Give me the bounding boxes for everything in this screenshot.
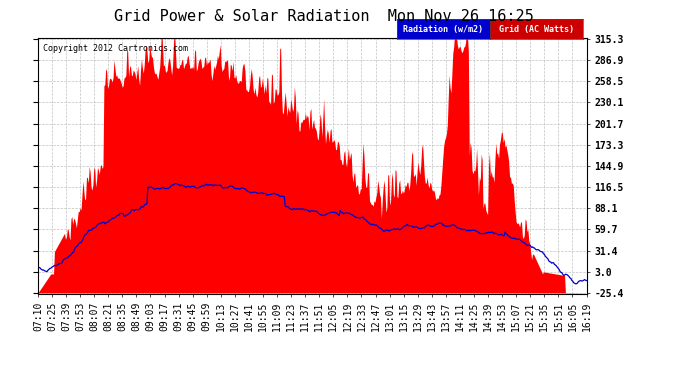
Text: Grid Power & Solar Radiation  Mon Nov 26 16:25: Grid Power & Solar Radiation Mon Nov 26 … [115, 9, 534, 24]
Text: Radiation (w/m2): Radiation (w/m2) [404, 25, 483, 34]
Text: Copyright 2012 Cartronics.com: Copyright 2012 Cartronics.com [43, 44, 188, 53]
Text: Grid (AC Watts): Grid (AC Watts) [499, 25, 574, 34]
